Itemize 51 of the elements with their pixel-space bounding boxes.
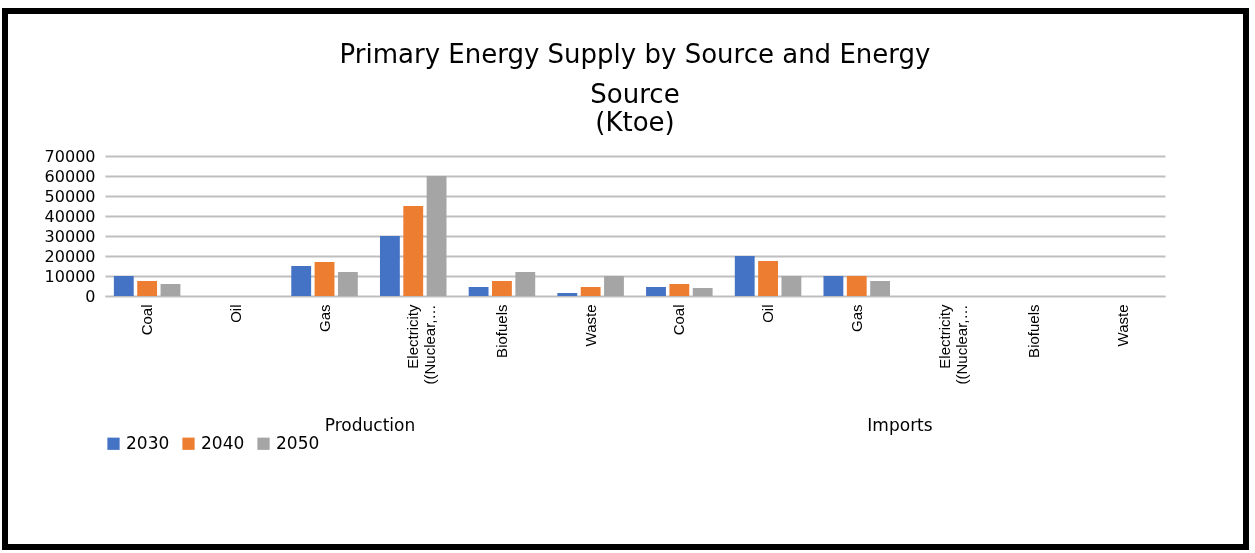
legend-label: 2030 bbox=[126, 432, 170, 453]
bar bbox=[291, 266, 312, 296]
bar bbox=[468, 287, 489, 296]
bar bbox=[379, 236, 400, 296]
y-tick-label: 50000 bbox=[44, 186, 96, 206]
bar bbox=[515, 272, 536, 296]
legend-label: 2040 bbox=[201, 432, 245, 453]
bar bbox=[734, 256, 755, 296]
chart-subtitle: (Ktoe) bbox=[595, 107, 675, 137]
x-tick-label: Waste bbox=[581, 304, 599, 347]
x-tick-label: Gas bbox=[847, 304, 865, 333]
x-tick-label: Gas bbox=[315, 304, 333, 333]
x-tick-label: Waste bbox=[1113, 304, 1131, 347]
x-tick-label: Coal bbox=[670, 304, 688, 336]
chart-title: Primary Energy Supply by Source and Energy Source bbox=[339, 39, 931, 109]
text: Production bbox=[324, 415, 416, 435]
y-tick-label: 30000 bbox=[44, 226, 96, 246]
bar bbox=[403, 206, 424, 296]
bar bbox=[669, 284, 690, 296]
y-tick-label: 20000 bbox=[44, 246, 96, 266]
x-tick-label: Biofuels bbox=[1025, 304, 1043, 358]
bar bbox=[870, 281, 891, 296]
x-tick-label: Biofuels bbox=[492, 304, 510, 358]
bar bbox=[557, 293, 578, 296]
text: Imports bbox=[867, 415, 933, 435]
bar bbox=[692, 288, 713, 296]
legend-label: 2050 bbox=[276, 432, 320, 453]
bar bbox=[160, 284, 181, 296]
y-tick-label: 40000 bbox=[44, 206, 96, 226]
bar bbox=[337, 272, 358, 296]
bar bbox=[426, 176, 447, 296]
y-tick-label: 0 bbox=[85, 286, 96, 306]
bar bbox=[314, 262, 335, 296]
bar bbox=[823, 276, 844, 296]
x-tick-label: Electricity ((Nuclear,… bbox=[404, 304, 439, 385]
x-tick-label: Oil bbox=[759, 304, 777, 323]
x-tick-label: Coal bbox=[138, 304, 156, 336]
bar bbox=[604, 276, 624, 296]
bar bbox=[580, 287, 601, 296]
bar bbox=[846, 276, 867, 296]
bar bbox=[781, 276, 802, 296]
y-tick-label: 70000 bbox=[44, 146, 96, 166]
x-tick-label: Oil bbox=[226, 304, 244, 323]
bar bbox=[113, 276, 134, 296]
y-tick-label: 10000 bbox=[44, 266, 96, 286]
bar bbox=[137, 281, 158, 296]
x-tick-label: Electricity ((Nuclear,… bbox=[936, 304, 971, 385]
bar bbox=[492, 281, 512, 296]
bar bbox=[646, 287, 666, 296]
bar bbox=[758, 261, 778, 296]
y-tick-label: 60000 bbox=[44, 166, 96, 186]
